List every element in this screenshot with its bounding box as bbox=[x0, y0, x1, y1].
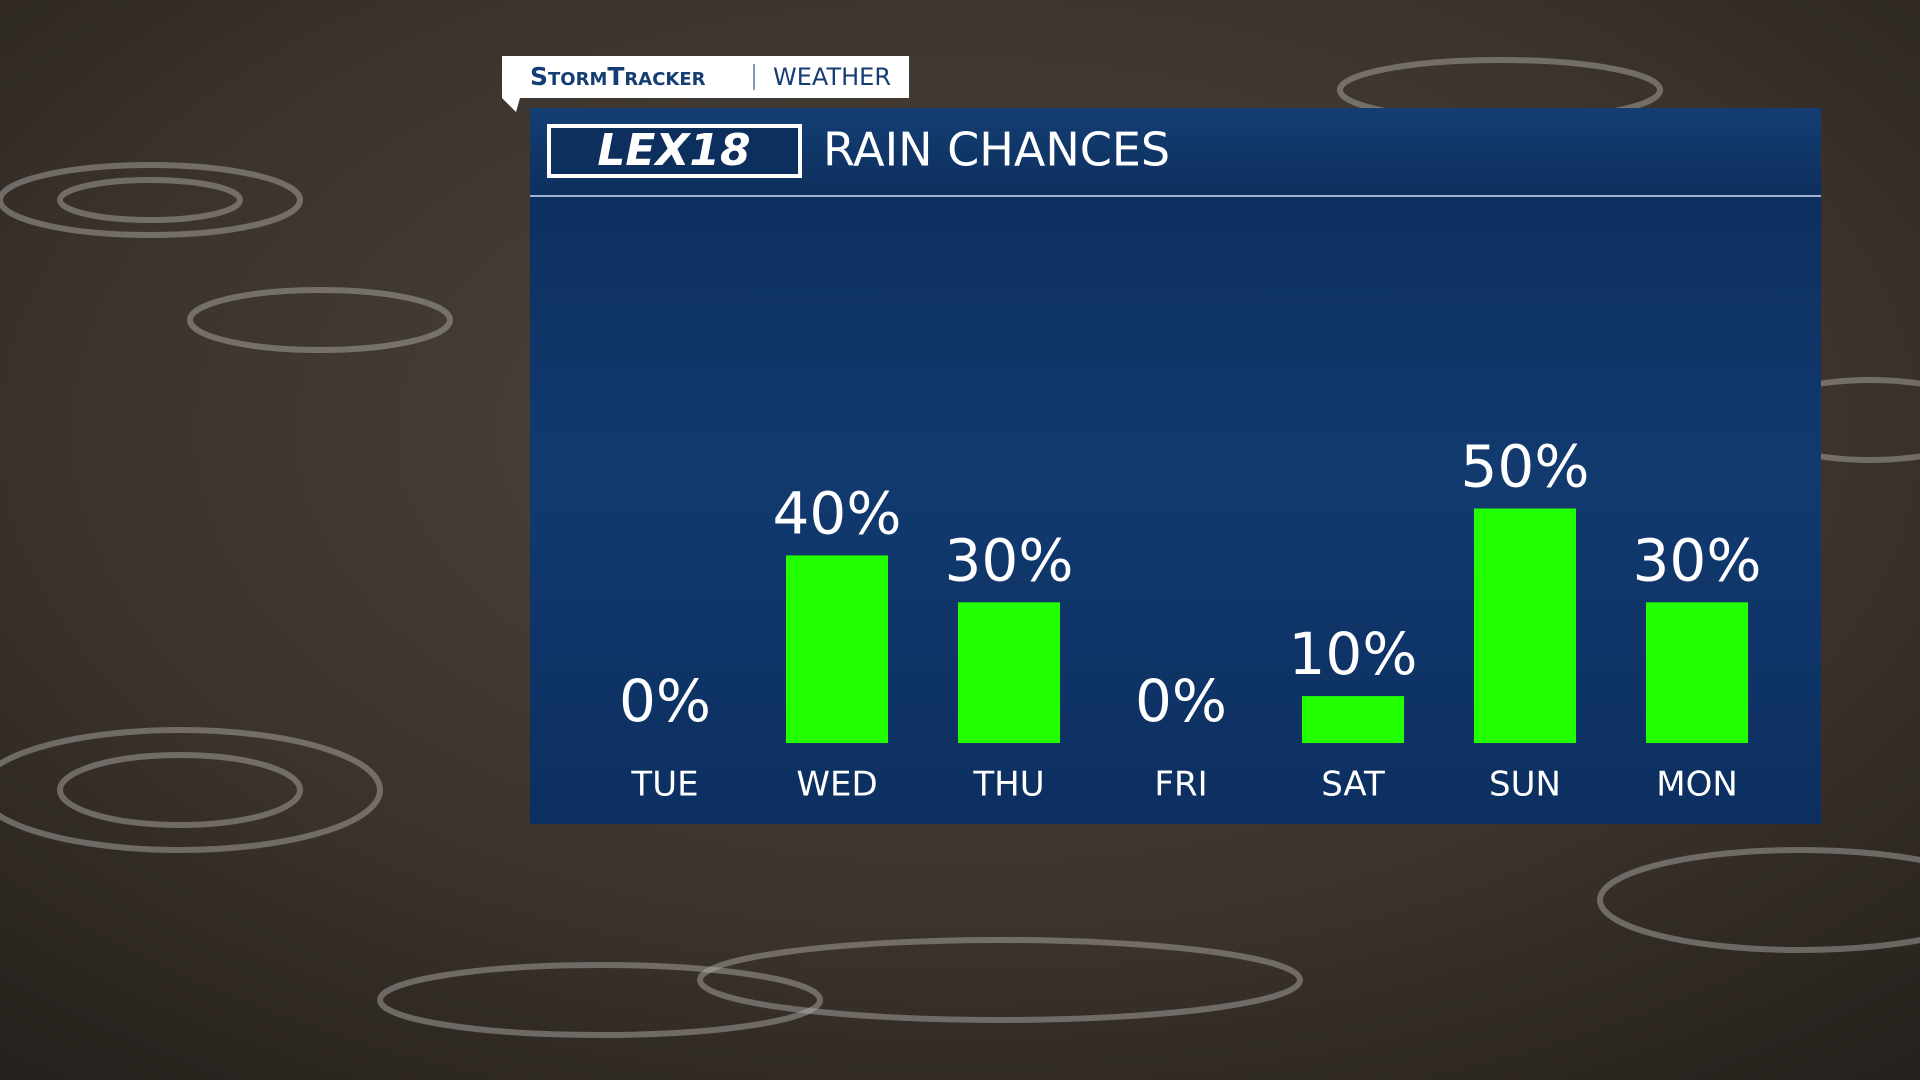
bar bbox=[786, 555, 888, 743]
x-tick-label: SUN bbox=[1489, 765, 1561, 805]
logo-box bbox=[547, 124, 802, 178]
value-label: 0% bbox=[619, 667, 711, 735]
bar bbox=[958, 602, 1060, 743]
section-text: WEATHER bbox=[773, 63, 891, 91]
x-tick-label: SAT bbox=[1321, 765, 1385, 805]
logo-text: LEX18 bbox=[597, 125, 750, 176]
value-label: 30% bbox=[1633, 526, 1762, 594]
x-tick-label: FRI bbox=[1154, 765, 1207, 805]
x-tick-label: TUE bbox=[630, 765, 698, 805]
tag-text: StormTracker bbox=[530, 62, 706, 91]
chart-title: RAIN CHANCES bbox=[823, 123, 1170, 177]
value-label: 50% bbox=[1461, 433, 1590, 501]
plot: 0% TUE 40% WED 30% THU 0% FRI 10% SAT 50% SUN 30% MON bbox=[619, 433, 1761, 805]
x-tick-label: MON bbox=[1656, 765, 1738, 805]
value-label: 40% bbox=[773, 480, 902, 548]
bar bbox=[1474, 508, 1576, 743]
bar bbox=[1302, 696, 1404, 743]
value-label: 0% bbox=[1135, 667, 1227, 735]
tag-box bbox=[502, 56, 909, 112]
x-tick-label: THU bbox=[972, 765, 1044, 805]
panel bbox=[530, 108, 1821, 824]
value-label: 30% bbox=[945, 526, 1074, 594]
value-label: 10% bbox=[1289, 620, 1418, 688]
x-tick-label: WED bbox=[796, 765, 877, 805]
bar bbox=[1646, 602, 1748, 743]
